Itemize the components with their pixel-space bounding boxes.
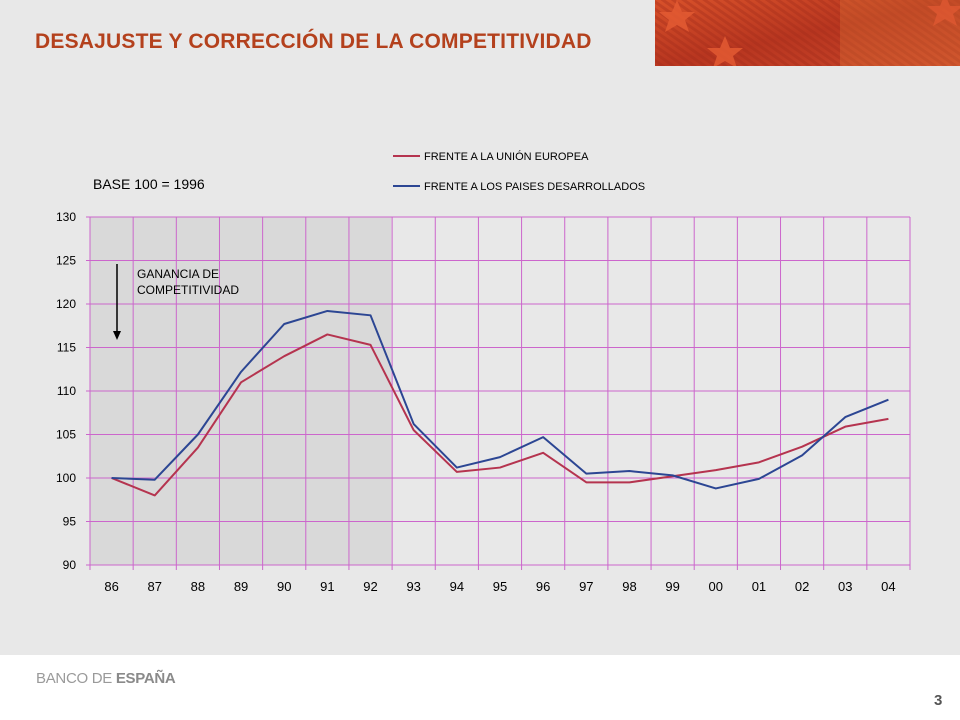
x-tick-label: 00 bbox=[709, 579, 723, 594]
x-tick-label: 86 bbox=[104, 579, 118, 594]
gain-annotation-line2: COMPETITIVIDAD bbox=[137, 283, 239, 297]
slide-title: DESAJUSTE Y CORRECCIÓN DE LA COMPETITIVI… bbox=[35, 30, 592, 53]
y-tick-label: 120 bbox=[56, 297, 76, 311]
legend-label-1: FRENTE A LA UNIÓN EUROPEA bbox=[424, 150, 589, 163]
x-tick-label: 96 bbox=[536, 579, 550, 594]
y-tick-label: 130 bbox=[56, 210, 76, 224]
y-tick-label: 110 bbox=[57, 384, 76, 398]
x-tick-label: 90 bbox=[277, 579, 291, 594]
x-tick-label: 95 bbox=[493, 579, 507, 594]
series-line-1 bbox=[111, 333, 889, 497]
footer bbox=[0, 655, 960, 720]
x-tick-label: 99 bbox=[665, 579, 679, 594]
x-tick-label: 97 bbox=[579, 579, 593, 594]
chart-series bbox=[111, 309, 889, 497]
x-tick-label: 89 bbox=[234, 579, 248, 594]
gain-annotation-line1: GANANCIA DE bbox=[137, 267, 219, 281]
x-axis-ticks: 86 87 88 89 90 91 92 93 94 95 96 97 98 99 00 01 02 03 04 bbox=[104, 579, 895, 594]
page-number: 3 bbox=[934, 692, 943, 709]
x-tick-label: 01 bbox=[752, 579, 766, 594]
base-annotation: BASE 100 = 1996 bbox=[93, 176, 205, 192]
x-tick-label: 02 bbox=[795, 579, 809, 594]
x-tick-label: 94 bbox=[450, 579, 464, 594]
y-tick-label: 95 bbox=[63, 515, 77, 529]
series-line-2 bbox=[111, 309, 889, 490]
line-chart: 90 95 100 105 110 115 120 125 130 86 87 88 89 90 91 92… bbox=[56, 150, 911, 594]
x-tick-label: 87 bbox=[148, 579, 162, 594]
x-tick-label: 93 bbox=[406, 579, 420, 594]
x-tick-label: 04 bbox=[881, 579, 895, 594]
y-tick-label: 100 bbox=[56, 471, 76, 485]
y-tick-label: 125 bbox=[56, 254, 76, 268]
x-tick-label: 91 bbox=[320, 579, 334, 594]
x-tick-label: 03 bbox=[838, 579, 852, 594]
banco-de-espana-logo: BANCO DE ESPAÑA bbox=[36, 670, 176, 687]
chart-legend: FRENTE A LA UNIÓN EUROPEA FRENTE A LOS PA… bbox=[393, 150, 645, 193]
y-tick-label: 115 bbox=[57, 341, 76, 355]
x-tick-label: 92 bbox=[363, 579, 377, 594]
down-arrow-head bbox=[113, 331, 121, 340]
y-axis-ticks: 90 95 100 105 110 115 120 125 130 bbox=[56, 210, 76, 572]
y-tick-label: 90 bbox=[63, 558, 77, 572]
legend-label-2: FRENTE A LOS PAISES DESARROLLADOS bbox=[424, 181, 645, 193]
banner-flag-image bbox=[655, 0, 960, 66]
y-tick-label: 105 bbox=[56, 428, 76, 442]
x-tick-label: 88 bbox=[191, 579, 205, 594]
x-tick-label: 98 bbox=[622, 579, 636, 594]
chart-grid bbox=[86, 216, 911, 570]
